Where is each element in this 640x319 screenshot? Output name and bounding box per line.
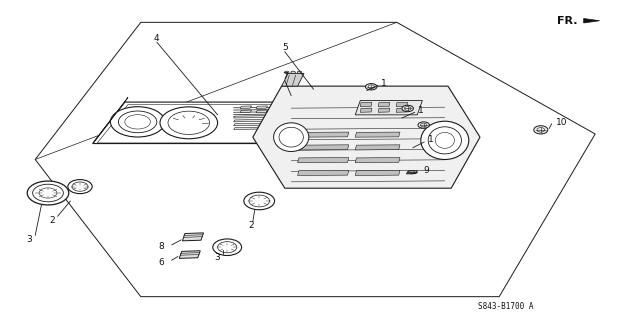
Text: 2: 2 (50, 216, 55, 225)
Polygon shape (272, 106, 284, 108)
Ellipse shape (110, 107, 165, 137)
Text: 4: 4 (154, 34, 159, 43)
Polygon shape (360, 102, 372, 107)
Text: FR.: FR. (557, 16, 577, 26)
Polygon shape (378, 108, 390, 112)
Polygon shape (234, 123, 291, 126)
Polygon shape (240, 106, 252, 108)
Ellipse shape (421, 121, 468, 160)
Text: 6: 6 (159, 258, 164, 267)
Ellipse shape (160, 107, 218, 139)
Ellipse shape (534, 126, 548, 134)
Polygon shape (298, 170, 349, 175)
Polygon shape (396, 108, 408, 112)
Polygon shape (355, 132, 400, 137)
Polygon shape (272, 110, 284, 113)
Polygon shape (298, 132, 349, 137)
Polygon shape (253, 86, 480, 188)
Polygon shape (355, 158, 400, 163)
Polygon shape (360, 108, 372, 112)
Polygon shape (179, 251, 200, 258)
Polygon shape (256, 110, 268, 113)
Text: 9: 9 (424, 166, 429, 175)
Ellipse shape (312, 108, 367, 138)
Polygon shape (93, 97, 128, 144)
Polygon shape (93, 102, 397, 144)
Polygon shape (584, 19, 600, 23)
Ellipse shape (365, 84, 377, 90)
Polygon shape (240, 110, 252, 113)
Polygon shape (378, 102, 390, 107)
Text: 1: 1 (428, 135, 433, 144)
Text: 1: 1 (419, 106, 424, 115)
Ellipse shape (285, 71, 289, 74)
Text: 1: 1 (381, 79, 387, 88)
Polygon shape (355, 100, 422, 115)
Ellipse shape (244, 192, 275, 210)
Polygon shape (396, 102, 408, 107)
Ellipse shape (68, 180, 92, 194)
Text: 5: 5 (282, 43, 287, 52)
Polygon shape (234, 127, 291, 130)
Text: 3: 3 (26, 235, 31, 244)
Text: 8: 8 (159, 242, 164, 251)
Polygon shape (282, 73, 304, 86)
Polygon shape (234, 119, 291, 122)
Text: 2: 2 (248, 221, 253, 230)
Ellipse shape (27, 181, 69, 205)
Polygon shape (406, 171, 417, 174)
Polygon shape (234, 115, 291, 118)
Polygon shape (298, 158, 349, 163)
Ellipse shape (418, 122, 429, 128)
Polygon shape (355, 170, 400, 175)
Polygon shape (298, 145, 349, 150)
Ellipse shape (274, 123, 309, 152)
Text: 3: 3 (215, 253, 220, 262)
Text: S843-B1700 A: S843-B1700 A (478, 302, 533, 311)
Ellipse shape (402, 105, 413, 112)
Polygon shape (182, 233, 204, 241)
Ellipse shape (291, 71, 296, 74)
Ellipse shape (212, 239, 242, 256)
Polygon shape (355, 145, 400, 150)
Polygon shape (256, 106, 268, 108)
Text: 10: 10 (556, 118, 568, 127)
Text: 7: 7 (282, 72, 287, 81)
Ellipse shape (297, 71, 302, 74)
